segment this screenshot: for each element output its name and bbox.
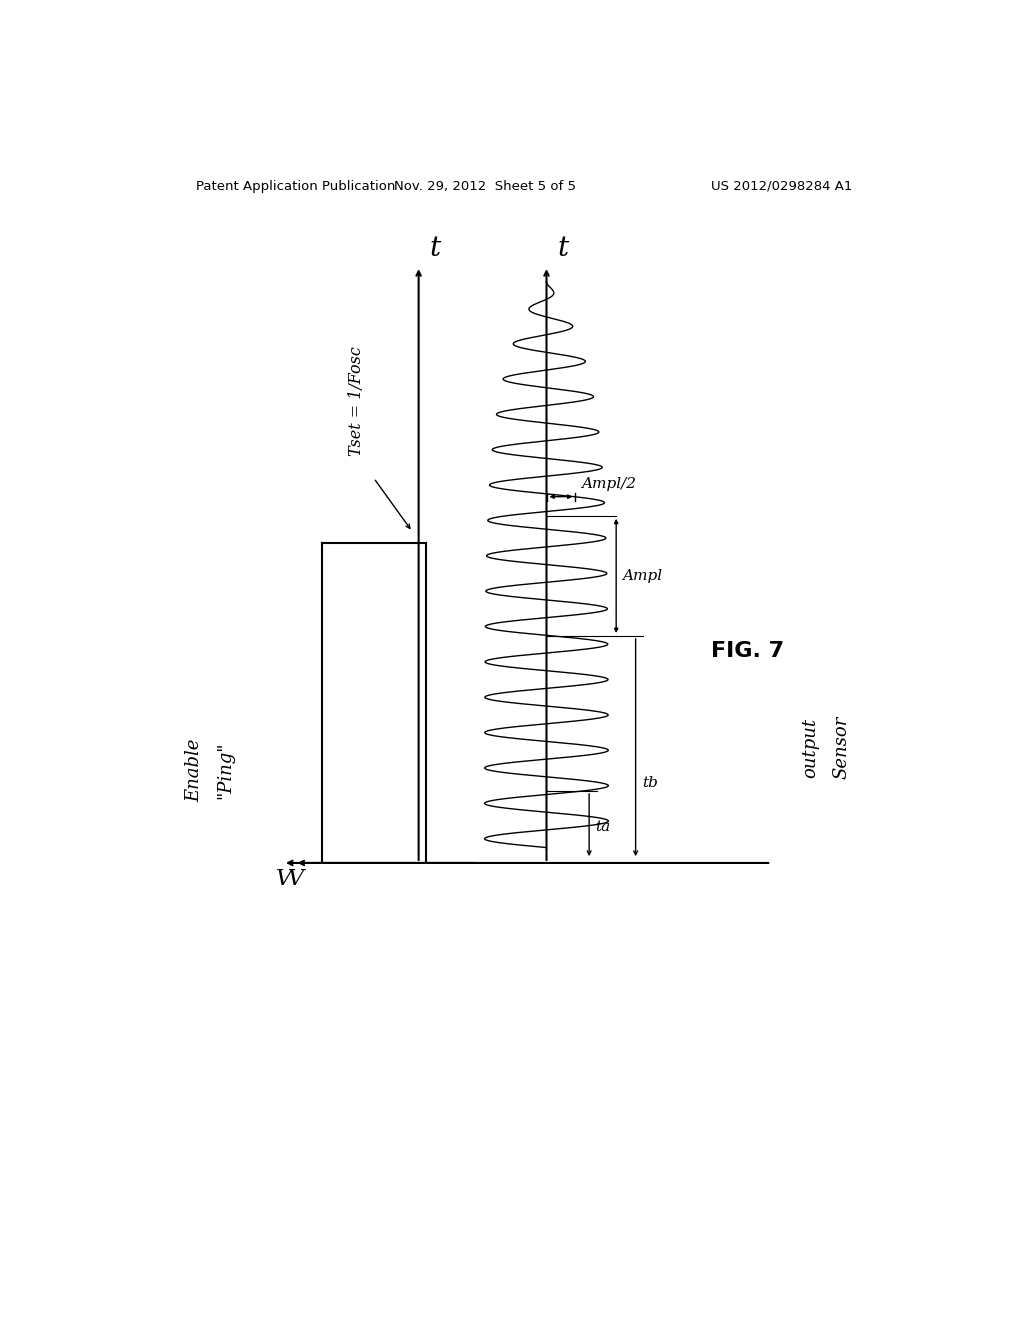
Text: Ampl/2: Ampl/2 bbox=[582, 477, 637, 491]
Text: Nov. 29, 2012  Sheet 5 of 5: Nov. 29, 2012 Sheet 5 of 5 bbox=[393, 180, 575, 193]
Text: tb: tb bbox=[642, 776, 657, 791]
Text: Sensor: Sensor bbox=[831, 715, 850, 779]
Text: t: t bbox=[429, 235, 440, 263]
Text: output: output bbox=[801, 717, 819, 777]
Text: t: t bbox=[557, 235, 568, 263]
Text: V: V bbox=[288, 867, 304, 890]
Text: Tset = 1/Fosc: Tset = 1/Fosc bbox=[348, 346, 366, 455]
Text: Patent Application Publication: Patent Application Publication bbox=[197, 180, 395, 193]
Text: ta: ta bbox=[595, 820, 610, 834]
Text: Enable: Enable bbox=[185, 739, 203, 803]
Text: US 2012/0298284 A1: US 2012/0298284 A1 bbox=[712, 180, 853, 193]
Text: FIG. 7: FIG. 7 bbox=[712, 642, 784, 661]
Text: V: V bbox=[276, 867, 292, 890]
Text: "Ping": "Ping" bbox=[216, 742, 233, 800]
Text: Ampl: Ampl bbox=[623, 569, 663, 583]
